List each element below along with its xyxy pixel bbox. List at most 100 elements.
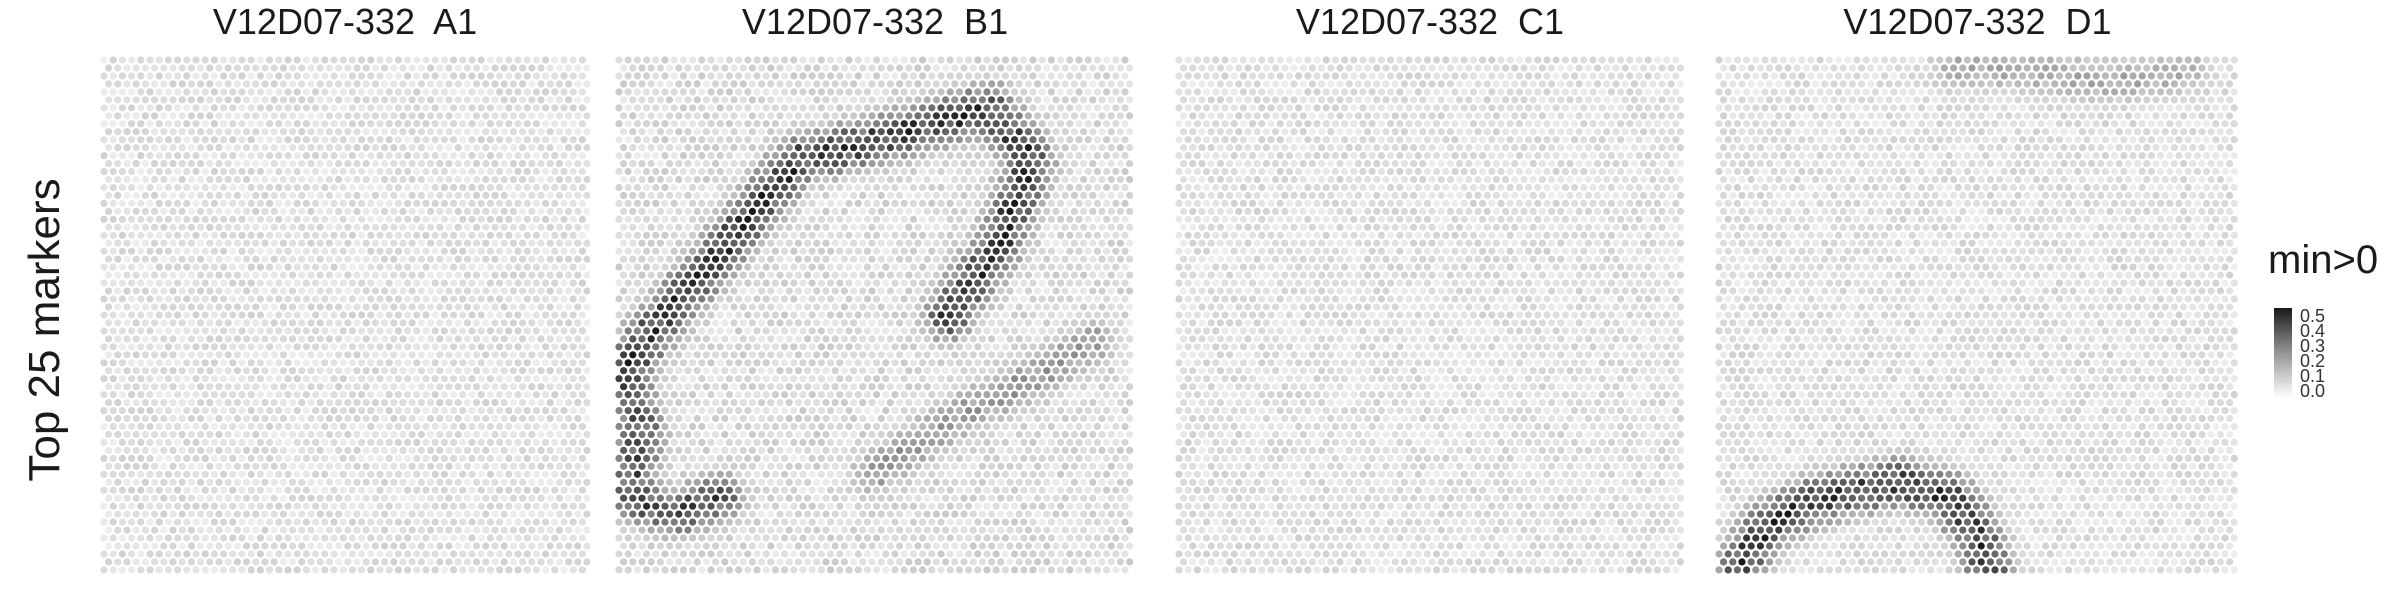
- spot: [583, 558, 590, 566]
- spot: [215, 223, 223, 231]
- spot: [509, 287, 517, 295]
- spot: [840, 255, 848, 263]
- spot: [679, 136, 687, 144]
- spot: [431, 375, 439, 383]
- spot: [123, 80, 131, 88]
- spot: [261, 271, 269, 279]
- spot: [358, 120, 366, 128]
- spot: [252, 335, 260, 343]
- spot: [431, 502, 439, 510]
- spot: [679, 231, 687, 239]
- spot: [868, 207, 876, 215]
- spot: [546, 351, 554, 359]
- spot: [252, 351, 260, 359]
- spot: [491, 160, 499, 168]
- spot: [914, 80, 922, 88]
- spot: [284, 422, 292, 431]
- spot: [132, 64, 140, 72]
- spot: [238, 215, 246, 223]
- spot: [339, 454, 347, 462]
- spot: [247, 136, 255, 144]
- spot: [358, 167, 366, 176]
- spot: [477, 566, 485, 574]
- spot: [279, 223, 287, 231]
- spot: [1112, 152, 1120, 160]
- spot: [514, 518, 522, 526]
- spot: [298, 207, 306, 215]
- spot: [900, 72, 908, 80]
- spot: [468, 454, 476, 462]
- spot: [748, 207, 756, 215]
- spot: [164, 56, 172, 64]
- spot: [482, 367, 490, 375]
- spot: [468, 136, 476, 144]
- spot: [615, 247, 623, 255]
- spot: [422, 152, 430, 160]
- spot: [739, 223, 747, 231]
- spot: [450, 343, 458, 351]
- spot: [693, 175, 701, 184]
- spot: [192, 56, 200, 64]
- spot: [298, 271, 306, 279]
- spot: [100, 502, 108, 510]
- spot: [519, 64, 527, 72]
- spot: [519, 223, 527, 231]
- spot: [247, 231, 255, 239]
- spot: [767, 239, 775, 247]
- spot: [551, 502, 559, 510]
- spot: [132, 191, 140, 199]
- spot: [491, 239, 499, 247]
- spot: [1070, 207, 1078, 215]
- spot: [1029, 152, 1037, 160]
- spot: [532, 359, 540, 367]
- spot: [500, 383, 508, 391]
- spot: [201, 422, 209, 431]
- spot: [279, 558, 287, 566]
- spot: [725, 183, 733, 192]
- panel-title-a1: V12D07-332 A1: [212, 1, 478, 42]
- spot: [1084, 152, 1092, 160]
- spot: [496, 486, 504, 494]
- spot: [1011, 263, 1019, 271]
- spot: [689, 199, 697, 207]
- spot: [762, 56, 770, 64]
- spot: [160, 351, 168, 359]
- spot: [344, 128, 352, 136]
- spot: [404, 120, 412, 128]
- spot: [141, 414, 149, 423]
- spot: [555, 207, 563, 215]
- spot: [928, 263, 936, 271]
- spot: [206, 223, 214, 231]
- spot: [344, 223, 352, 231]
- spot: [210, 486, 218, 494]
- spot: [330, 407, 338, 415]
- spot: [298, 399, 306, 407]
- spot: [335, 303, 343, 311]
- spot: [137, 104, 145, 112]
- spot: [955, 72, 963, 80]
- spot: [684, 112, 692, 120]
- spot: [316, 271, 324, 279]
- spot: [712, 271, 720, 279]
- spot: [266, 502, 274, 510]
- spot: [178, 223, 186, 231]
- spot: [118, 183, 126, 192]
- spot: [325, 271, 333, 279]
- spot: [1029, 215, 1037, 223]
- spot: [955, 88, 963, 96]
- spot: [128, 183, 136, 192]
- spot: [321, 422, 329, 431]
- spot: [1061, 239, 1069, 247]
- spot: [302, 359, 310, 367]
- spot: [1057, 167, 1065, 176]
- spot: [946, 152, 954, 160]
- spot: [160, 367, 168, 375]
- spot: [238, 199, 246, 207]
- spot: [1057, 199, 1065, 207]
- spot: [312, 152, 320, 160]
- spot: [712, 96, 720, 104]
- spot: [243, 80, 251, 88]
- spot: [270, 175, 278, 184]
- spot: [192, 199, 200, 207]
- spot: [528, 510, 536, 518]
